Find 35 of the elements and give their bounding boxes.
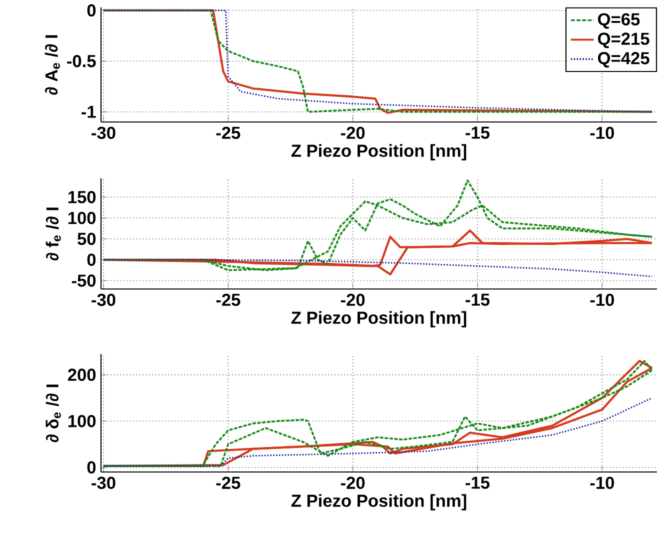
y-tick-label: 200: [68, 368, 96, 381]
y-axis-title: ∂ f$_{e}$ /∂ I: [46, 208, 61, 260]
y-tick-label: 150: [68, 190, 96, 204]
y-axis-title: ∂ δ$_{e}$ /∂ I: [46, 384, 61, 442]
x-tick-label: -20: [340, 476, 365, 489]
x-tick-label: -25: [216, 126, 240, 139]
x-axis-title: Z Piezo Position [nm]: [291, 311, 466, 328]
y-tick-label: -0.5: [67, 54, 96, 68]
x-axis-title: Z Piezo Position [nm]: [291, 144, 466, 160]
x-tick-label: -10: [590, 476, 614, 489]
x-tick-label: -20: [340, 126, 365, 139]
x-tick-label: -20: [340, 294, 365, 306]
x-tick-label: -30: [92, 126, 116, 139]
x-tick-label: -15: [466, 126, 490, 139]
x-tick-label: -25: [216, 294, 240, 306]
x-tick-label: -15: [466, 294, 490, 306]
y-tick-label: 0: [87, 254, 96, 266]
y-tick-label: -50: [72, 274, 96, 287]
x-tick-label: -10: [590, 126, 614, 139]
x-tick-label: -10: [590, 294, 614, 306]
x-axis-title: Z Piezo Position [nm]: [291, 494, 466, 510]
legend-label: Q=425: [598, 52, 650, 68]
x-tick-label: -15: [466, 476, 490, 489]
y-tick-label: 100: [68, 414, 96, 428]
y-tick-label: 50: [78, 232, 96, 246]
x-tick-label: -30: [92, 294, 116, 306]
legend-label: Q=65: [598, 13, 640, 29]
x-tick-label: -25: [216, 476, 240, 489]
y-tick-label: 0: [87, 461, 96, 474]
legend-label: Q=215: [598, 32, 650, 48]
x-tick-label: -30: [92, 476, 116, 489]
y-tick-label: 0: [87, 4, 96, 17]
y-axis-title: ∂ A$_{e}$ /∂ I: [44, 35, 60, 95]
y-tick-label: -1: [82, 106, 96, 118]
y-tick-label: 100: [68, 212, 96, 224]
